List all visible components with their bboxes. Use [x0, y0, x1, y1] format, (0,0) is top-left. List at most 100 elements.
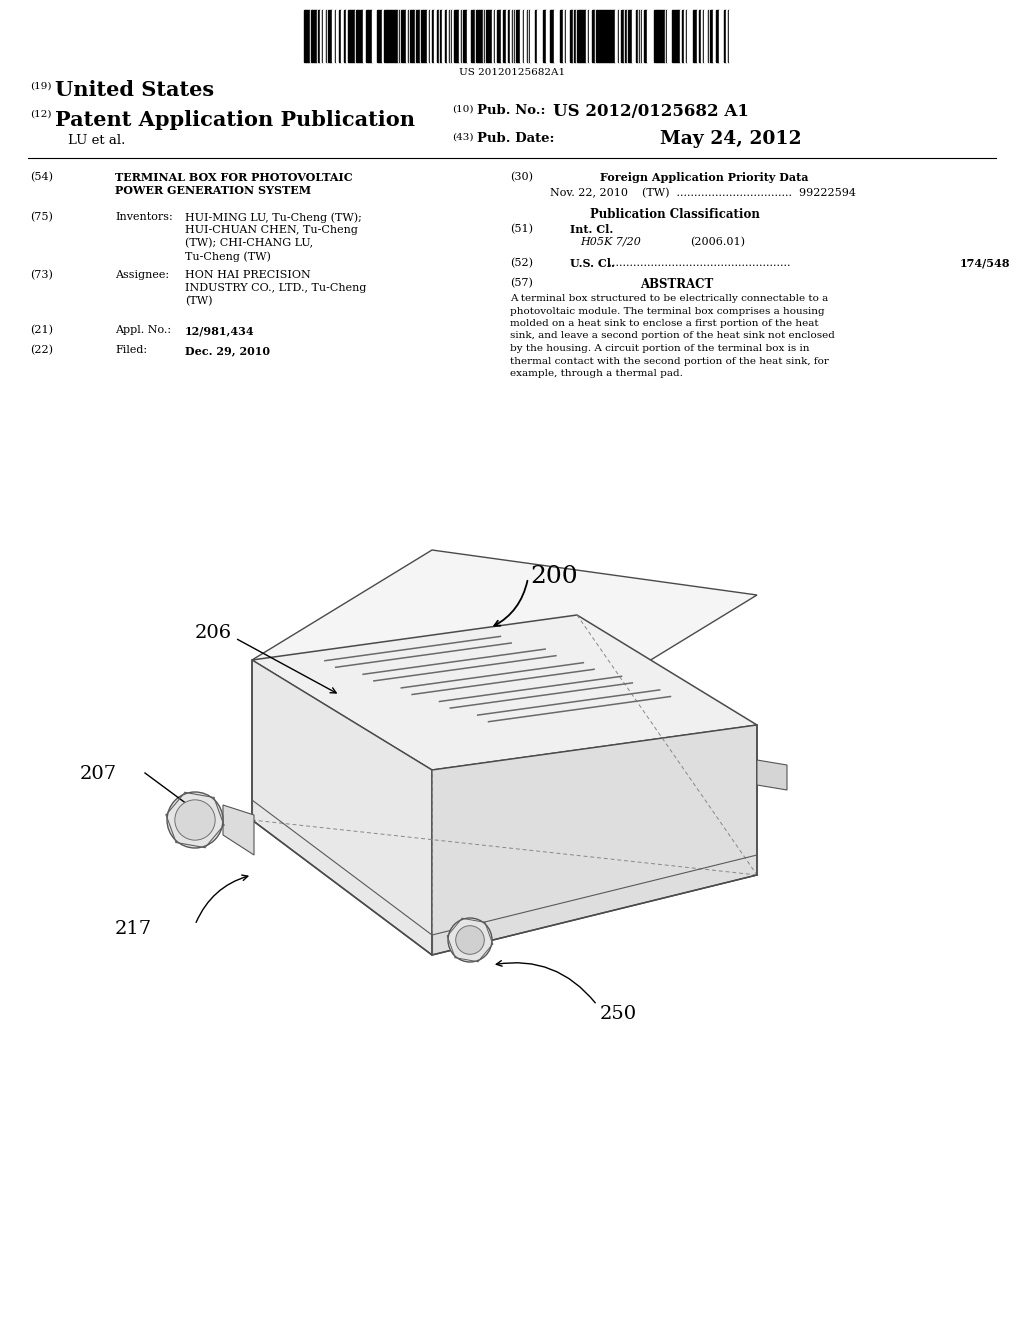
Bar	[443, 11, 445, 62]
Text: Nov. 22, 2010    (TW)  .................................  99222594: Nov. 22, 2010 (TW) .....................…	[550, 187, 856, 198]
Text: ....................................................: ........................................…	[605, 257, 791, 268]
Bar	[375, 11, 377, 62]
Bar	[432, 11, 434, 62]
Text: Publication Classification: Publication Classification	[590, 209, 760, 220]
Polygon shape	[757, 760, 787, 789]
Bar	[380, 11, 382, 62]
Text: United States: United States	[55, 81, 214, 100]
Text: (22): (22)	[30, 345, 53, 355]
Bar	[396, 11, 398, 62]
Bar	[684, 11, 686, 62]
Bar	[319, 11, 322, 62]
Bar	[422, 11, 424, 62]
Bar	[642, 11, 644, 62]
Bar	[358, 11, 361, 62]
Text: photovoltaic module. The terminal box comprises a housing: photovoltaic module. The terminal box co…	[510, 306, 824, 315]
Text: (12): (12)	[30, 110, 51, 119]
Text: Filed:: Filed:	[115, 345, 147, 355]
Bar	[372, 11, 374, 62]
Bar	[440, 11, 442, 62]
Bar	[480, 11, 483, 62]
Text: 250: 250	[600, 1005, 637, 1023]
Text: Int. Cl.: Int. Cl.	[570, 224, 613, 235]
Polygon shape	[432, 725, 757, 954]
Bar	[384, 11, 387, 62]
Bar	[599, 11, 601, 62]
Circle shape	[175, 800, 215, 840]
Bar	[306, 11, 308, 62]
Text: 206: 206	[195, 624, 232, 642]
Text: US 2012/0125682 A1: US 2012/0125682 A1	[553, 103, 749, 120]
Bar	[556, 11, 558, 62]
Bar	[520, 11, 523, 62]
Bar	[535, 11, 537, 62]
Text: US 20120125682A1: US 20120125682A1	[459, 69, 565, 77]
Text: Appl. No.:: Appl. No.:	[115, 325, 171, 335]
Bar	[312, 11, 314, 62]
Bar	[465, 11, 467, 62]
Bar	[662, 11, 664, 62]
Bar	[597, 11, 599, 62]
Text: Foreign Application Priority Data: Foreign Application Priority Data	[600, 172, 809, 183]
Bar	[401, 11, 403, 62]
Circle shape	[456, 925, 484, 954]
Bar	[534, 11, 535, 62]
Bar	[541, 11, 543, 62]
Bar	[705, 11, 706, 62]
Bar	[615, 11, 617, 62]
Text: example, through a thermal pad.: example, through a thermal pad.	[510, 370, 683, 378]
Bar	[524, 11, 527, 62]
Bar	[721, 11, 723, 62]
Bar	[454, 11, 456, 62]
Bar	[726, 11, 728, 62]
Polygon shape	[252, 550, 757, 705]
Bar	[368, 11, 370, 62]
Bar	[336, 11, 338, 62]
Polygon shape	[252, 615, 757, 770]
Bar	[675, 11, 677, 62]
Bar	[341, 11, 343, 62]
Bar	[339, 11, 341, 62]
Text: LU et al.: LU et al.	[68, 135, 125, 147]
Bar	[649, 11, 651, 62]
Bar	[499, 11, 501, 62]
Bar	[392, 11, 395, 62]
Text: Assignee:: Assignee:	[115, 271, 169, 280]
Bar	[561, 11, 563, 62]
Bar	[490, 11, 492, 62]
Bar	[492, 11, 494, 62]
Text: (TW); CHI-CHANG LU,: (TW); CHI-CHANG LU,	[185, 238, 313, 248]
Text: HUI-MING LU, Tu-Cheng (TW);: HUI-MING LU, Tu-Cheng (TW);	[185, 213, 361, 223]
Bar	[654, 11, 656, 62]
Bar	[699, 11, 701, 62]
Bar	[388, 11, 390, 62]
Bar	[417, 11, 419, 62]
Text: 12/981,434: 12/981,434	[185, 325, 255, 337]
Text: (73): (73)	[30, 271, 53, 280]
Text: H05K 7/20: H05K 7/20	[580, 238, 641, 247]
Bar	[680, 11, 682, 62]
Bar	[586, 11, 588, 62]
Bar	[714, 11, 716, 62]
Text: ABSTRACT: ABSTRACT	[640, 279, 714, 290]
Bar	[315, 11, 317, 62]
Bar	[473, 11, 475, 62]
Bar	[577, 11, 579, 62]
Text: A terminal box structured to be electrically connectable to a: A terminal box structured to be electric…	[510, 294, 828, 304]
Bar	[554, 11, 556, 62]
Bar	[424, 11, 426, 62]
Bar	[613, 11, 615, 62]
Bar	[364, 11, 366, 62]
Bar	[589, 11, 592, 62]
Bar	[308, 11, 310, 62]
Bar	[645, 11, 647, 62]
Bar	[403, 11, 406, 62]
Bar	[582, 11, 585, 62]
Bar	[694, 11, 697, 62]
Bar	[621, 11, 623, 62]
Text: U.S. Cl.: U.S. Cl.	[570, 257, 614, 269]
Bar	[330, 11, 332, 62]
Bar	[719, 11, 721, 62]
Bar	[503, 11, 505, 62]
Text: (52): (52)	[510, 257, 534, 268]
